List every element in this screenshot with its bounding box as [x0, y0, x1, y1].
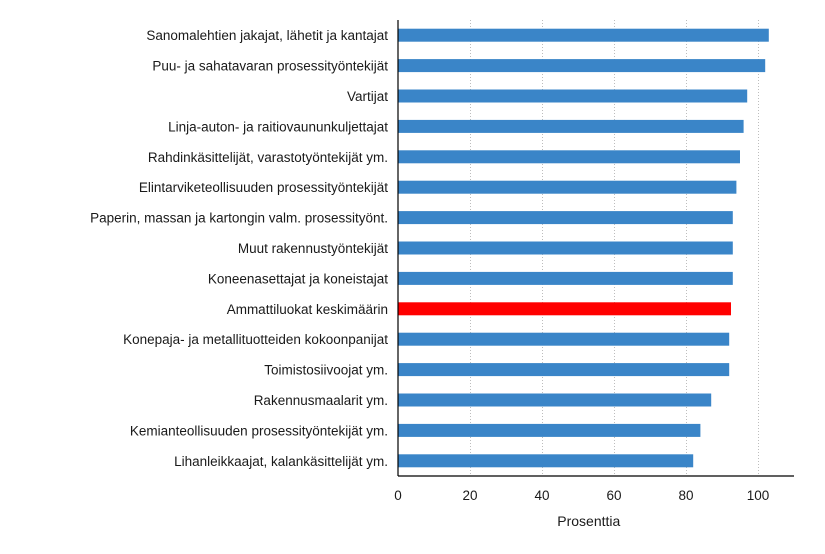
- x-axis-title: Prosenttia: [557, 513, 620, 529]
- bar-1: [398, 59, 766, 73]
- x-tick-label-20: 20: [462, 488, 477, 503]
- category-labels: Sanomalehtien jakajat, lähetit ja kantaj…: [90, 28, 388, 469]
- category-label-5: Elintarviketeollisuuden prosessityönteki…: [139, 180, 388, 195]
- category-label-10: Konepaja- ja metallituotteiden kokoonpan…: [123, 332, 388, 347]
- category-label-14: Lihanleikkaajat, kalankäsittelijät ym.: [174, 454, 388, 469]
- category-label-9: Ammattiluokat keskimäärin: [227, 302, 388, 317]
- bar-12: [398, 393, 712, 407]
- axes: [397, 20, 794, 477]
- bars: [398, 28, 769, 468]
- category-label-11: Toimistosiivoojat ym.: [264, 363, 388, 378]
- x-tick-label-100: 100: [747, 488, 770, 503]
- category-label-7: Muut rakennustyöntekijät: [238, 241, 388, 256]
- bar-2: [398, 89, 748, 103]
- x-tick-label-80: 80: [678, 488, 693, 503]
- category-label-8: Koneenasettajat ja koneistajat: [208, 271, 388, 286]
- category-label-0: Sanomalehtien jakajat, lähetit ja kantaj…: [146, 28, 388, 43]
- x-tick-labels: 0 20 40 60 80 100: [394, 488, 769, 503]
- bar-8: [398, 271, 733, 285]
- bar-13: [398, 423, 701, 437]
- category-label-13: Kemianteollisuuden prosessityöntekijät y…: [130, 423, 388, 438]
- bar-4: [398, 150, 740, 164]
- bar-7: [398, 241, 733, 255]
- bar-5: [398, 180, 737, 194]
- category-label-3: Linja-auton- ja raitiovaununkuljettajat: [168, 119, 388, 134]
- bar-0: [398, 28, 769, 42]
- bar-6: [398, 211, 733, 225]
- category-label-1: Puu- ja sahatavaran prosessityöntekijät: [152, 59, 388, 74]
- x-tick-label-0: 0: [394, 488, 402, 503]
- bar-3: [398, 119, 744, 133]
- bar-10: [398, 332, 730, 346]
- bar-14: [398, 454, 694, 468]
- category-label-2: Vartijat: [347, 89, 388, 104]
- bar-9: [398, 302, 731, 316]
- category-label-4: Rahdinkäsittelijät, varastotyöntekijät y…: [148, 150, 388, 165]
- category-label-12: Rakennusmaalarit ym.: [254, 393, 388, 408]
- category-label-6: Paperin, massan ja kartongin valm. prose…: [90, 211, 388, 226]
- bar-11: [398, 363, 730, 377]
- x-tick-label-60: 60: [606, 488, 621, 503]
- x-tick-label-40: 40: [534, 488, 549, 503]
